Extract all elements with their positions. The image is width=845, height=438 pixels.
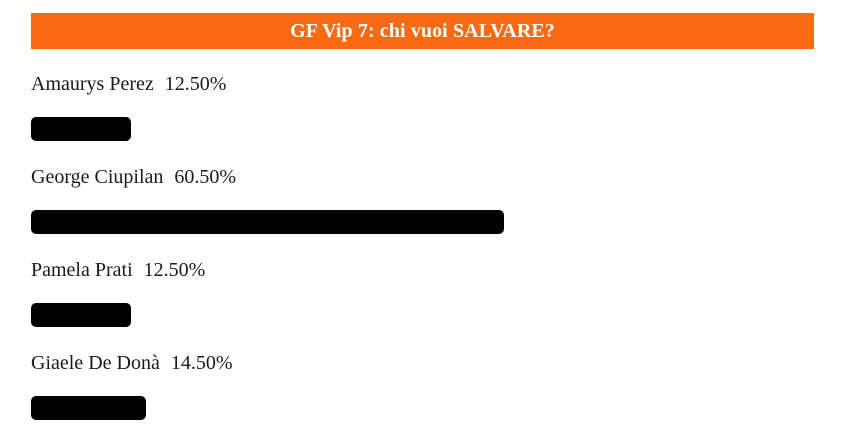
poll-option-label: Giaele De Donà [31, 352, 160, 374]
poll-option-header: Pamela Prati 12.50% [31, 260, 205, 280]
poll-option[interactable]: Amaurys Perez 12.50% [0, 66, 845, 159]
poll-bar-fill [31, 303, 131, 327]
poll-title-bar: GF Vip 7: chi vuoi SALVARE? [31, 13, 814, 49]
poll-option[interactable]: Giaele De Donà 14.50% [0, 345, 845, 438]
poll-option-percent: 14.50% [170, 352, 233, 374]
poll-title: GF Vip 7: chi vuoi SALVARE? [290, 20, 555, 42]
poll-option-percent: 12.50% [143, 259, 206, 281]
poll-bar-track [31, 210, 814, 234]
poll-option-label: George Ciupilan [31, 166, 164, 188]
poll-bar-track [31, 117, 814, 141]
poll-bar-track [31, 303, 814, 327]
poll-option[interactable]: George Ciupilan 60.50% [0, 159, 845, 252]
poll-options-list: Amaurys Perez 12.50% George Ciupilan 60.50… [0, 66, 845, 438]
poll-option-header: Amaurys Perez 12.50% [31, 74, 226, 94]
poll-bar-fill [31, 396, 146, 420]
poll-option-header: Giaele De Donà 14.50% [31, 353, 233, 373]
poll-option-percent: 60.50% [174, 166, 237, 188]
poll-option-percent: 12.50% [164, 73, 227, 95]
poll-bar-fill [31, 117, 131, 141]
poll-bar-fill [31, 210, 504, 234]
poll-option-label: Pamela Prati [31, 259, 133, 281]
poll-option-header: George Ciupilan 60.50% [31, 167, 236, 187]
poll-bar-track [31, 396, 814, 420]
poll-option-label: Amaurys Perez [31, 73, 154, 95]
poll-option[interactable]: Pamela Prati 12.50% [0, 252, 845, 345]
